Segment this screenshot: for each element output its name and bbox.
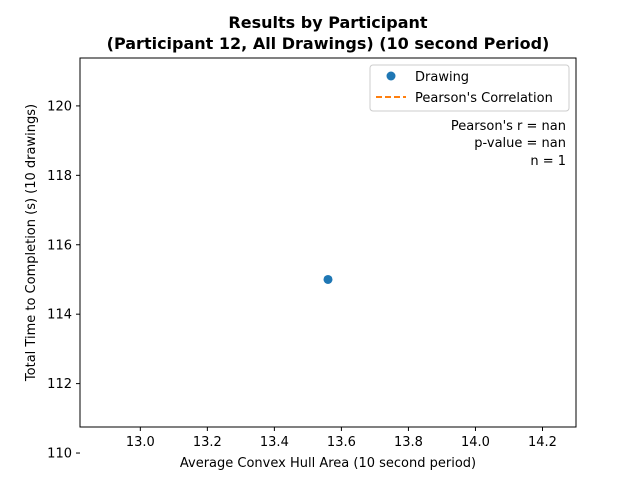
annotation-pearson-r: Pearson's r = nan — [451, 119, 566, 134]
x-axis-ticks: 13.0 13.2 13.4 13.6 13.8 14.0 14.2 — [126, 427, 557, 450]
y-axis-ticks: 110 112 114 116 118 120 — [47, 99, 80, 462]
y-tick-label: 120 — [47, 99, 72, 114]
data-points — [323, 274, 333, 284]
legend: Drawing Pearson's Correlation — [369, 64, 570, 112]
drawing-data-point — [323, 274, 333, 284]
y-tick-label: 116 — [47, 238, 72, 253]
legend-marker-drawing — [386, 71, 396, 81]
x-tick-label: 13.2 — [193, 435, 222, 450]
annotation-n: n = 1 — [530, 154, 566, 169]
plot-area — [79, 57, 577, 428]
x-axis-label: Average Convex Hull Area (10 second peri… — [180, 456, 476, 471]
y-tick-label: 118 — [47, 169, 72, 184]
x-tick-label: 14.0 — [461, 435, 490, 450]
x-tick-label: 13.0 — [126, 435, 155, 450]
y-tick-label: 112 — [47, 377, 72, 392]
legend-label-pearson: Pearson's Correlation — [415, 91, 553, 106]
x-tick-label: 13.8 — [394, 435, 423, 450]
annotation-p-value: p-value = nan — [474, 136, 566, 151]
x-tick-label: 13.4 — [260, 435, 289, 450]
x-tick-label: 14.2 — [528, 435, 557, 450]
legend-label-drawing: Drawing — [415, 70, 469, 85]
y-tick-label: 114 — [47, 308, 72, 323]
chart-title-line-2: (Participant 12, All Drawings) (10 secon… — [107, 34, 550, 53]
x-tick-label: 13.6 — [327, 435, 356, 450]
y-tick-label: 110 — [47, 447, 72, 462]
y-axis-label: Total Time to Completion (s) (10 drawing… — [24, 104, 39, 382]
chart-title-line-1: Results by Participant — [228, 13, 427, 32]
legend-box — [369, 64, 570, 112]
